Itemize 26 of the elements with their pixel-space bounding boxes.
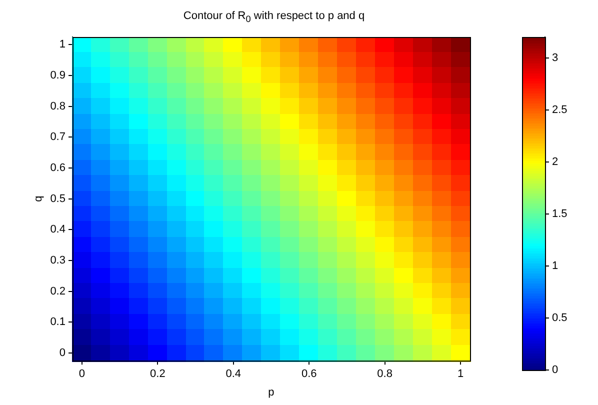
y-tick-label: 0: [59, 346, 66, 359]
color-bar-label: 3: [552, 52, 558, 64]
y-axis-title: q: [32, 196, 45, 202]
y-tick-label: 0.7: [50, 131, 66, 144]
y-tick-label: 1: [59, 38, 66, 51]
color-bar-label: 1: [552, 260, 558, 272]
color-bar-label: 2.5: [552, 104, 568, 116]
color-bar-label: 1.5: [552, 208, 568, 220]
y-tick-label: 0.5: [50, 192, 66, 205]
x-tick-label: 0: [78, 368, 86, 380]
x-tick-label: 0.8: [377, 368, 392, 380]
y-tick-label: 0.4: [50, 224, 66, 236]
y-tick-label: 0.1: [50, 316, 66, 328]
x-tick-label: 1: [457, 368, 464, 380]
chart-title: Contour of R$_{0}$ with respect to p and q: [182, 10, 366, 24]
color-bar-label: 2: [552, 156, 558, 168]
y-tick-label: 0.9: [50, 70, 66, 82]
y-tick-label: 0.8: [50, 100, 66, 112]
color-bar-label: 0.5: [552, 312, 568, 324]
x-axis-title: p: [268, 386, 274, 398]
x-tick-label: 0.4: [226, 368, 242, 380]
x-tick-label: 0.2: [150, 368, 166, 380]
y-tick-label: 0.6: [50, 162, 66, 174]
y-tick-label: 0.3: [50, 254, 66, 266]
x-tick-label: 0.6: [301, 368, 317, 380]
y-tick-label: 0.2: [50, 285, 66, 298]
